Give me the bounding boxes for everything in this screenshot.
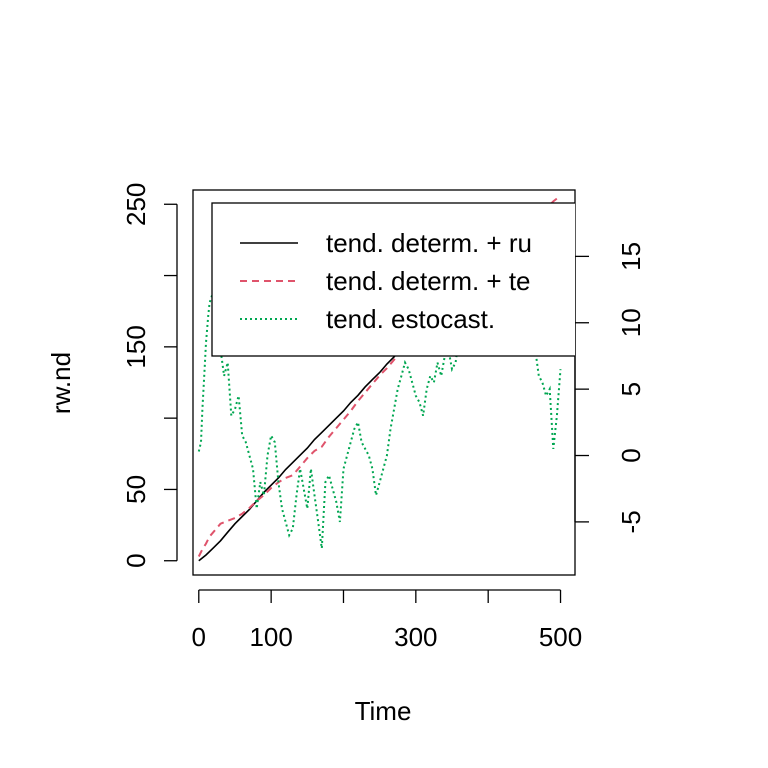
- axes: 0 100 300 500 0 50 150 250 -5 0 5 10 15: [121, 183, 646, 652]
- x-axis-label: Time: [355, 696, 412, 726]
- y-tick-label: 150: [121, 325, 151, 368]
- x-tick-label: 100: [249, 622, 292, 652]
- legend-label-3: tend. estocast.: [326, 304, 495, 334]
- x-tick-label: 500: [539, 622, 582, 652]
- series-line-3: [197, 253, 562, 549]
- y2-tick-label: 15: [616, 242, 646, 271]
- x-tick-label: 0: [192, 622, 206, 652]
- legend-box: [211, 202, 575, 357]
- plot-area: [197, 194, 562, 562]
- y-tick-label: 0: [121, 553, 151, 567]
- y-axis-label: rw.nd: [46, 352, 76, 414]
- y2-tick-label: -5: [616, 510, 646, 533]
- y2-tick-label: 0: [616, 448, 646, 462]
- legend-label-2: tend. determ. + te: [326, 266, 531, 296]
- legend-label-1: tend. determ. + ru: [326, 228, 532, 258]
- x-tick-label: 300: [394, 622, 437, 652]
- series-line-1: [198, 347, 403, 562]
- series-line-2: [197, 194, 562, 557]
- y-tick-label: 250: [121, 183, 151, 226]
- y2-tick-label: 5: [616, 382, 646, 396]
- y-tick-label: 50: [121, 475, 151, 504]
- legend: tend. determ. + ru tend. determ. + te tend…: [211, 202, 575, 357]
- y2-tick-label: 10: [616, 308, 646, 337]
